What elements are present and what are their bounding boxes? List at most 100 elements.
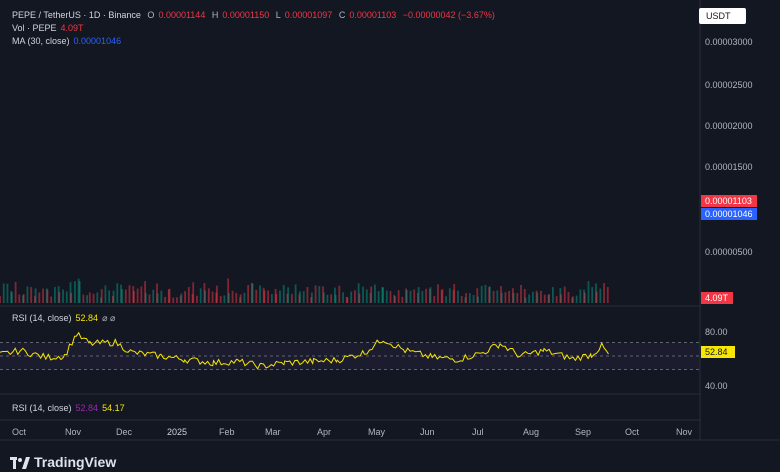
volume-bar [88,292,91,303]
volume-bar [516,292,519,303]
time-tick: Aug [523,427,540,437]
volume-bar [235,292,238,303]
volume-bar [591,287,594,303]
volume-bar [425,288,428,303]
volume-bar [512,292,515,303]
volume-bar [346,297,349,303]
price-tick: 0.00002500 [705,80,753,90]
volume-bar [540,290,542,303]
volume-bar [429,287,432,303]
low-label: L [275,10,281,20]
volume-bar [204,290,206,303]
volume-bar [370,286,373,303]
currency-button[interactable]: USDT [699,8,746,24]
volume-bar [86,295,89,303]
time-tick: Nov [676,427,693,437]
volume-bar [318,285,321,303]
volume-bar [492,290,495,303]
volume-bar [326,294,329,303]
volume-bar [405,290,408,303]
volume-bar [196,295,198,303]
volume-bar [480,285,483,303]
time-tick: Jul [472,427,484,437]
volume-bar [330,294,333,303]
volume-bar [0,296,1,303]
volume-bar [6,283,9,303]
brand-name: TradingView [34,454,117,470]
volume-bar [477,296,479,303]
volume-bar [82,294,85,303]
volume-bar [575,295,578,303]
volume-bar [342,292,344,303]
volume-bar [38,292,41,303]
high-label: H [211,10,219,20]
time-tick: Jun [420,427,435,437]
volume-bar [508,290,511,303]
symbol-title[interactable]: PEPE / TetherUS · 1D · Binance [12,10,141,20]
volume-bar [488,286,491,303]
price-tick: 0.00002000 [705,121,753,131]
volume-bar [531,291,534,303]
volume-bar [148,294,151,303]
volume-bar [306,286,309,303]
volume-bar [263,290,266,303]
volume-bar [468,293,471,303]
high-value: 0.00001150 [222,10,270,20]
rsi-legend[interactable]: RSI (14, close) 52.84 ⌀ ⌀ [12,313,119,324]
open-value: 0.00001144 [158,10,206,20]
volume-bar [409,290,412,303]
rsi-legend-2[interactable]: RSI (14, close) 52.84 54.17 [12,403,129,413]
volume-bar [310,292,313,303]
rsi-pane [0,331,700,371]
volume-bar [187,287,190,303]
volume-bar [606,287,609,303]
volume-bar [156,283,158,303]
volume-bar [199,288,202,303]
volume-value: 4.09T [60,23,84,33]
volume-bar [567,292,570,303]
volume-bar [58,292,61,303]
volume-bar [223,295,226,303]
volume-bar [587,281,590,303]
rsi2-label: RSI (14, close) [12,403,72,413]
volume-bar [282,285,285,303]
tradingview-logo[interactable]: TradingView [10,454,116,470]
volume-bar [374,284,376,303]
ma-value: 0.00001046 [73,36,122,46]
volume-bar [583,292,586,303]
volume-bar [144,293,147,303]
ma-legend[interactable]: MA (30, close) 0.00001046 [12,36,125,46]
rsi-extra: ⌀ ⌀ [102,313,116,323]
volume-bar [267,290,270,303]
volume-bar [192,282,195,303]
volume-bar [219,296,222,303]
volume-bar [357,283,360,303]
time-tick: Apr [317,427,332,437]
volume-bar [78,281,81,303]
volume-bar [121,289,123,303]
volume-bar [227,293,230,303]
time-tick: Oct [625,427,640,437]
volume-bar [108,290,111,303]
volume-bar [365,289,368,303]
volume-bar [168,288,171,303]
time-tick: Sep [575,427,592,437]
volume-bar [536,292,539,303]
volume-legend[interactable]: Vol · PEPE 4.09T [12,23,88,33]
volume-bar [124,289,127,303]
tradingview-logo-icon [10,456,30,469]
time-tick: May [368,427,386,437]
volume-bar [251,283,254,303]
volume-bar [116,283,119,303]
volume-bar [334,294,337,303]
rsi-label: RSI (14, close) [12,313,72,323]
volume-bar [560,294,562,303]
volume-bar [397,290,400,303]
volume-bar [413,289,416,303]
time-tick: Mar [265,427,281,437]
volume-bar [92,293,95,303]
volume-bar [54,286,56,303]
volume-bar [100,289,103,303]
volume-bar [96,292,99,303]
